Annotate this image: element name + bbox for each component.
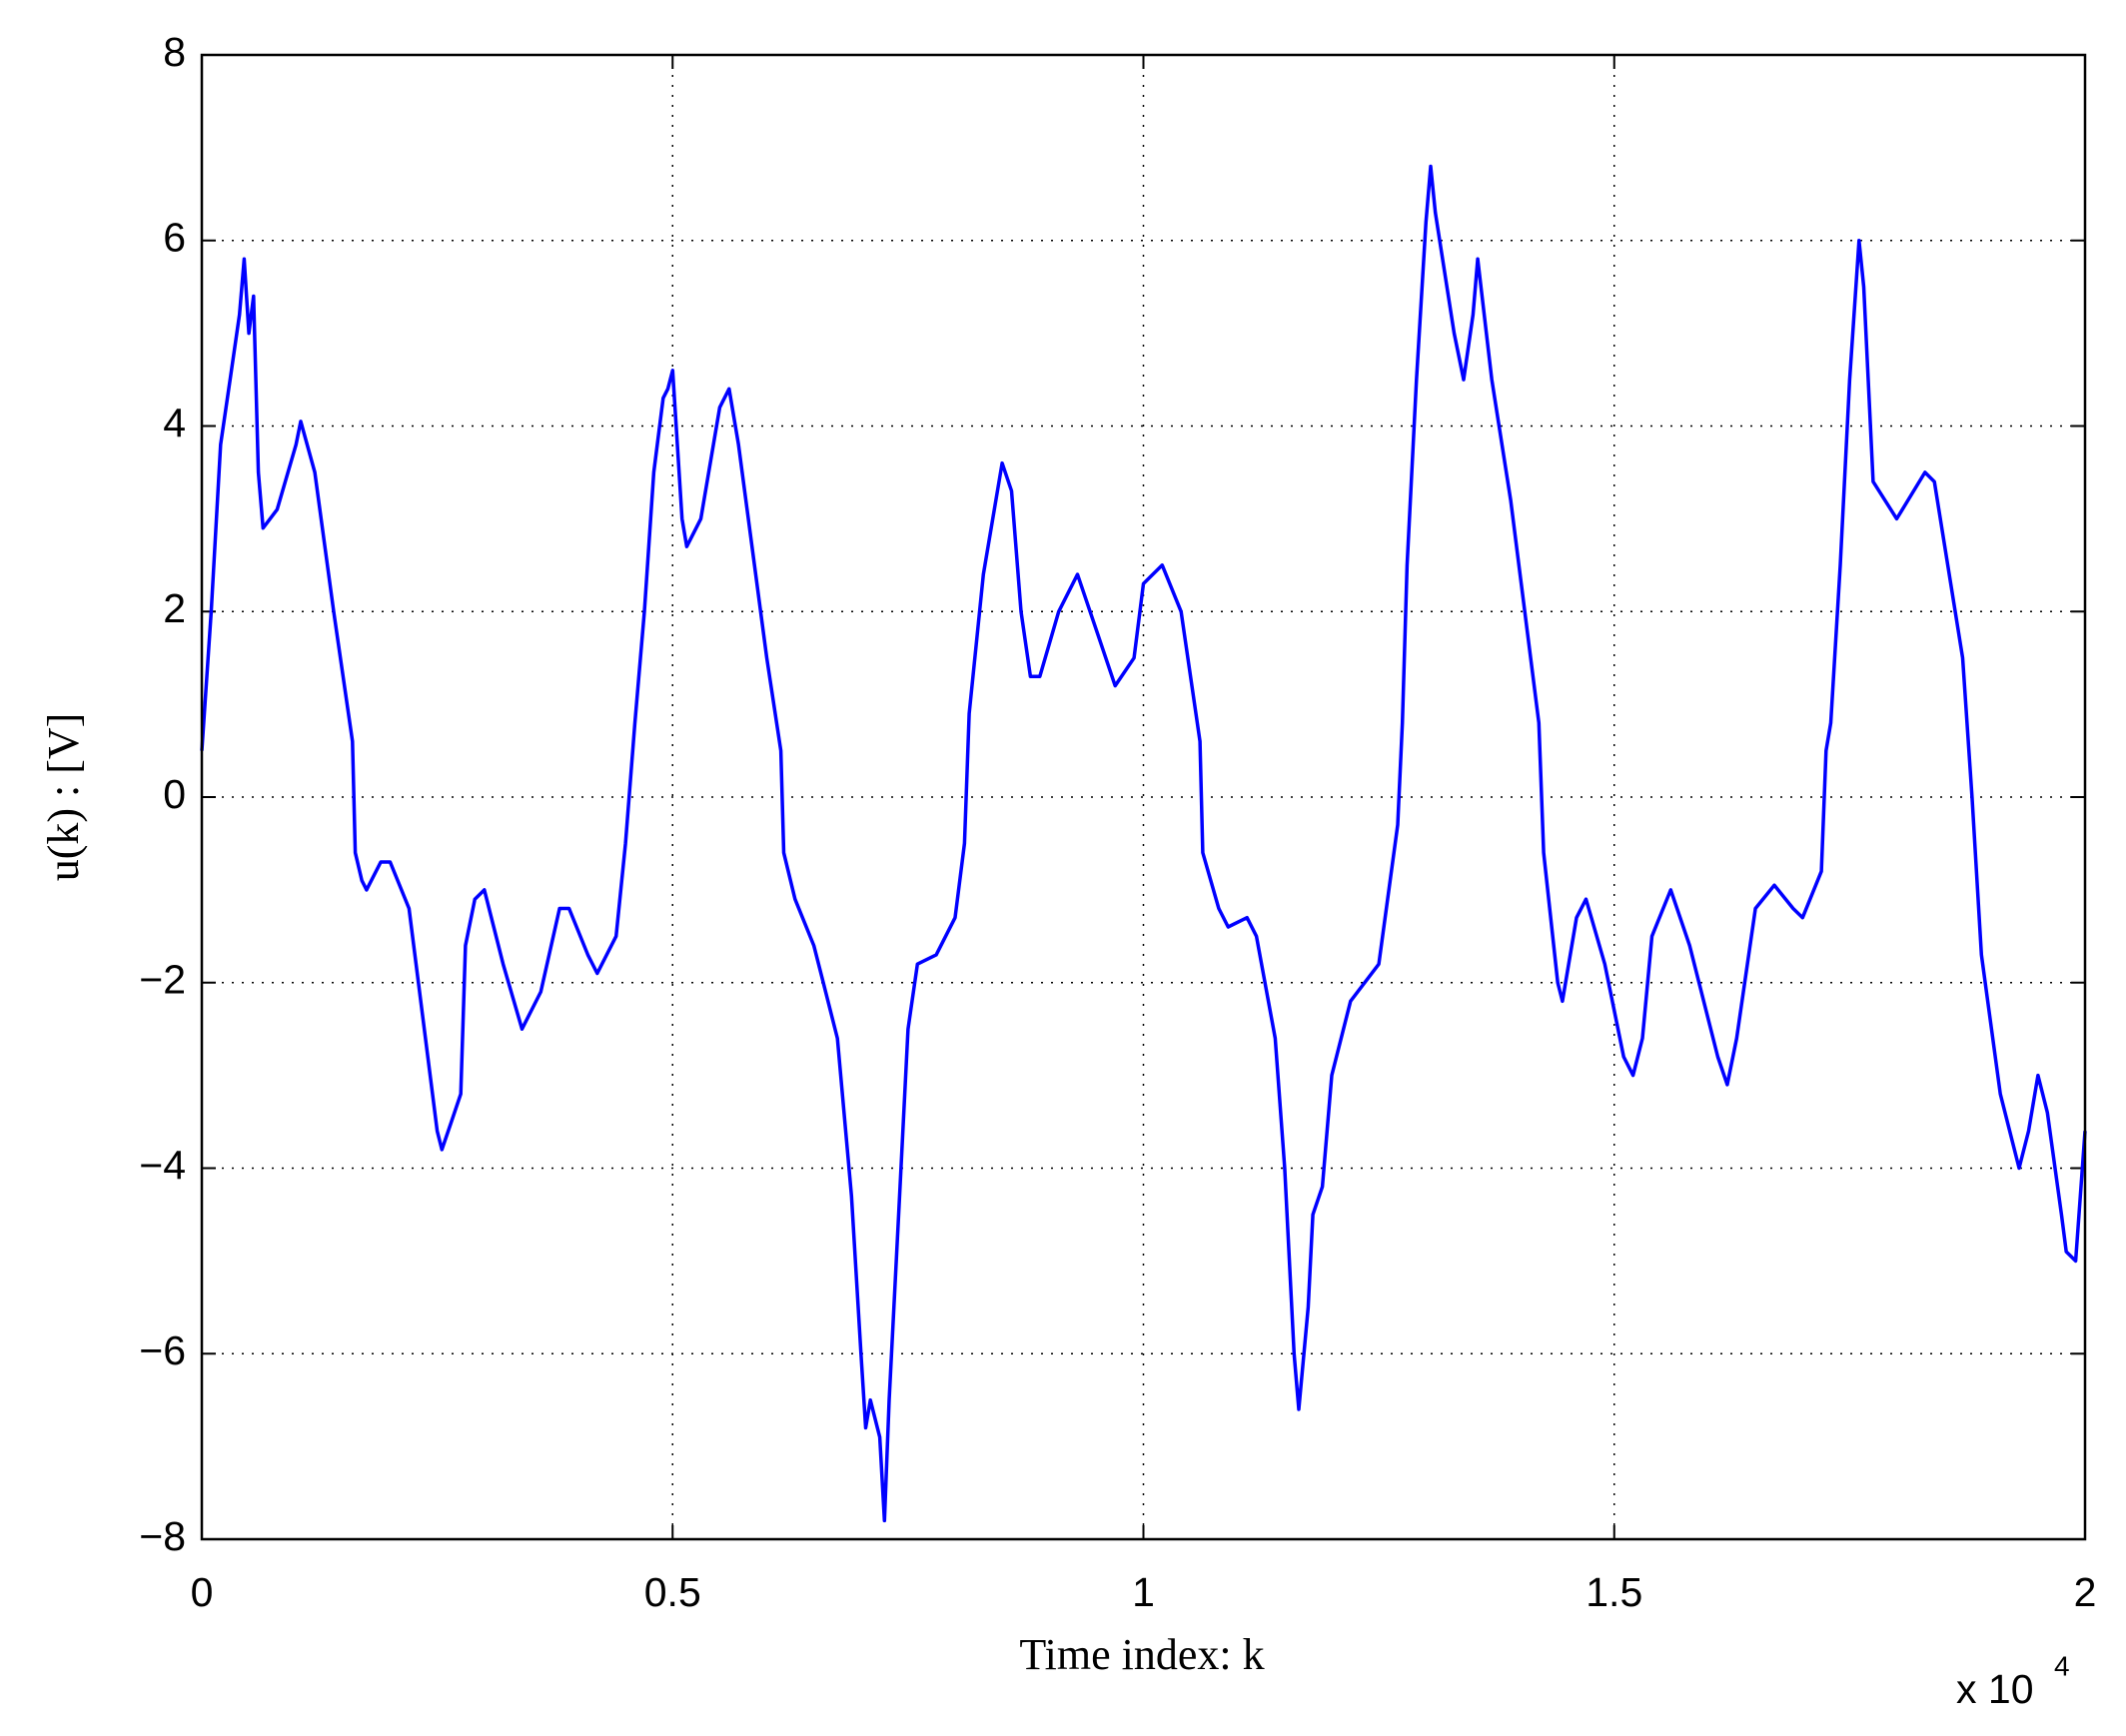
x-scale-exponent: 4 (2054, 1650, 2070, 1681)
y-tick-label: 2 (163, 585, 186, 631)
y-tick-label: −2 (139, 957, 186, 1003)
x-axis-label: Time index: k (1019, 1630, 1264, 1679)
x-tick-label: 0.5 (644, 1569, 701, 1615)
y-tick-label: 0 (163, 771, 186, 817)
x-tick-label: 1.5 (1586, 1569, 1642, 1615)
y-tick-label: −6 (139, 1327, 186, 1373)
x-tick-label: 1 (1132, 1569, 1155, 1615)
y-tick-label: −4 (139, 1142, 186, 1188)
y-axis-label: u(k) : [V] (39, 713, 88, 882)
y-tick-label: 8 (163, 29, 186, 75)
x-tick-label: 0 (191, 1569, 214, 1615)
y-tick-label: 4 (163, 400, 186, 445)
plot-frame (200, 53, 2087, 1541)
y-tick-label: 6 (163, 215, 186, 261)
x-scale-base: x 10 (1956, 1666, 2034, 1712)
data-line (200, 164, 2087, 1523)
y-tick-label: −8 (139, 1513, 186, 1559)
x-tick-label: 2 (2074, 1569, 2097, 1615)
